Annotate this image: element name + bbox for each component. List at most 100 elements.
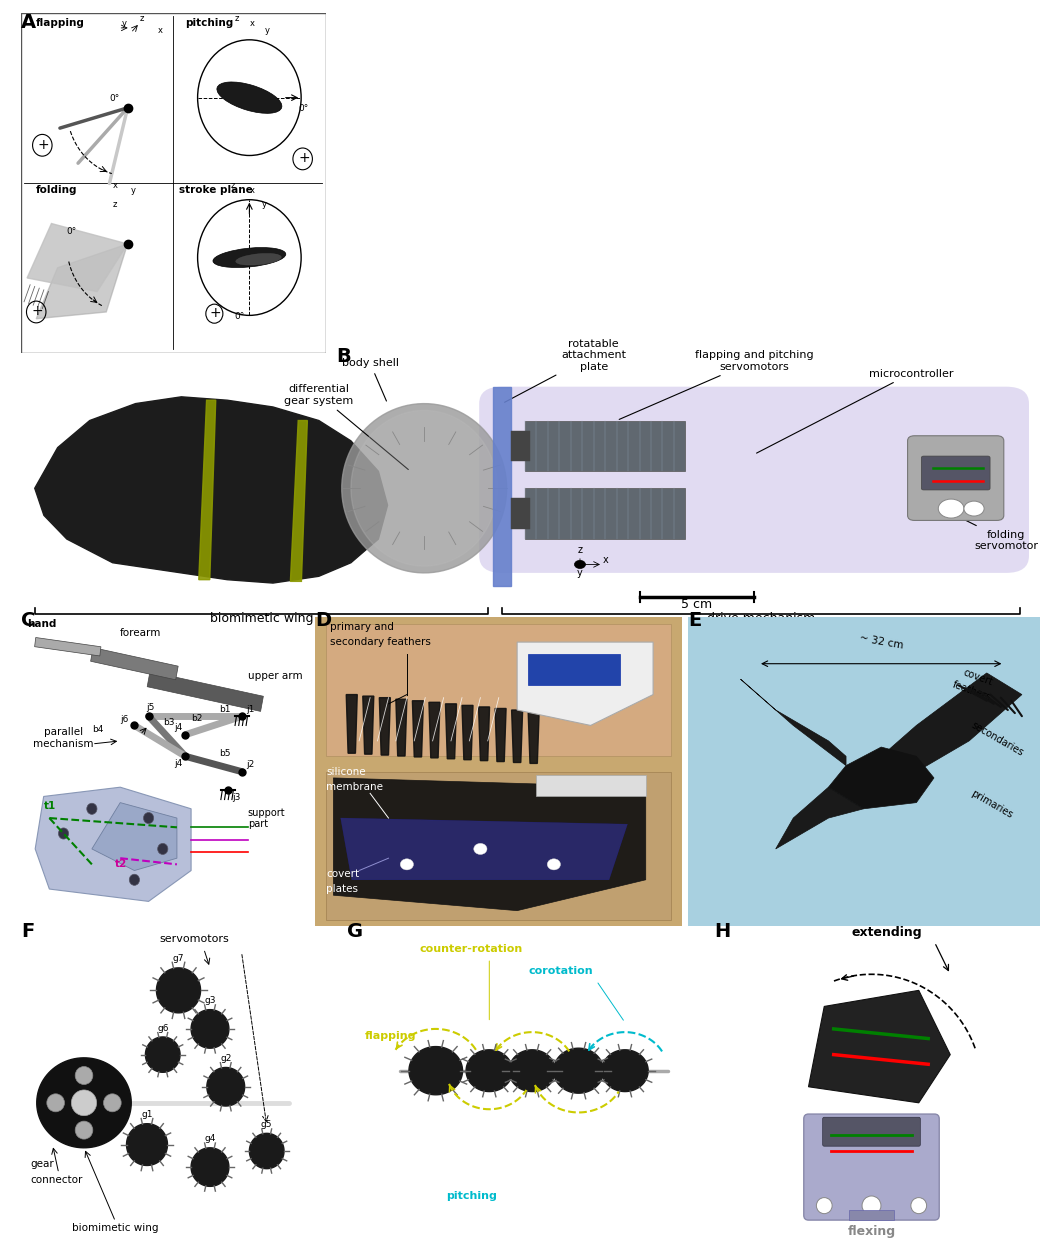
Text: forearm: forearm <box>121 627 162 638</box>
Polygon shape <box>528 712 540 764</box>
Text: connector: connector <box>30 1176 83 1186</box>
Circle shape <box>574 561 586 568</box>
Text: hand: hand <box>26 619 56 629</box>
Text: folding: folding <box>36 185 78 195</box>
Text: biomimetic wing: biomimetic wing <box>210 612 313 625</box>
Polygon shape <box>881 673 1022 771</box>
Polygon shape <box>341 403 507 573</box>
Circle shape <box>862 1196 881 1215</box>
FancyBboxPatch shape <box>921 456 990 490</box>
Text: D: D <box>315 611 331 630</box>
Text: flexing: flexing <box>847 1225 896 1237</box>
Text: rotatable
attachment
plate: rotatable attachment plate <box>505 339 626 402</box>
Text: extending: extending <box>852 926 923 939</box>
Polygon shape <box>35 397 387 583</box>
Text: b1: b1 <box>219 704 231 713</box>
Text: g5: g5 <box>261 1120 272 1129</box>
Circle shape <box>76 1121 92 1139</box>
Polygon shape <box>27 223 128 291</box>
Text: drive mechanism: drive mechanism <box>707 612 815 625</box>
Text: g6: g6 <box>158 1023 168 1032</box>
Text: t2: t2 <box>114 859 127 869</box>
Text: +: + <box>32 305 43 319</box>
Text: covert: covert <box>962 668 994 687</box>
Text: primaries: primaries <box>969 789 1014 820</box>
Text: secondaries: secondaries <box>969 721 1025 759</box>
Text: j5: j5 <box>146 703 154 712</box>
Polygon shape <box>191 1009 229 1048</box>
Text: plates: plates <box>326 885 358 895</box>
Circle shape <box>817 1197 832 1213</box>
Polygon shape <box>207 1067 245 1106</box>
Polygon shape <box>35 638 101 656</box>
Circle shape <box>104 1094 121 1111</box>
Text: secondary feathers: secondary feathers <box>330 638 430 648</box>
FancyBboxPatch shape <box>21 13 326 353</box>
Text: z: z <box>234 14 238 23</box>
Polygon shape <box>156 968 201 1013</box>
Text: y: y <box>265 26 270 35</box>
Polygon shape <box>492 387 511 586</box>
Text: y: y <box>261 199 267 208</box>
Text: b2: b2 <box>191 714 203 723</box>
Text: z: z <box>578 544 583 554</box>
Polygon shape <box>147 672 264 712</box>
Text: support
part: support part <box>248 808 286 829</box>
Polygon shape <box>351 411 498 566</box>
Text: microcontroller: microcontroller <box>757 368 953 454</box>
Polygon shape <box>396 699 407 756</box>
Text: t1: t1 <box>44 801 56 810</box>
Text: biomimetic wing: biomimetic wing <box>72 1223 159 1234</box>
Text: flapping: flapping <box>36 18 85 28</box>
FancyBboxPatch shape <box>823 1118 920 1147</box>
Polygon shape <box>198 401 215 580</box>
Text: stroke plane: stroke plane <box>180 185 253 195</box>
Circle shape <box>400 859 414 869</box>
Polygon shape <box>191 1148 229 1187</box>
Polygon shape <box>495 708 506 761</box>
Text: +: + <box>38 137 49 151</box>
Polygon shape <box>127 1124 168 1166</box>
Circle shape <box>129 874 140 886</box>
Polygon shape <box>517 643 653 726</box>
Text: j3: j3 <box>232 793 240 801</box>
Text: membrane: membrane <box>326 782 383 793</box>
Text: ~ 32 cm: ~ 32 cm <box>859 633 904 650</box>
Circle shape <box>911 1197 926 1213</box>
Text: y: y <box>578 568 583 578</box>
Circle shape <box>939 499 964 518</box>
FancyBboxPatch shape <box>511 499 529 529</box>
FancyBboxPatch shape <box>525 421 686 471</box>
Polygon shape <box>250 1133 284 1169</box>
Text: x: x <box>250 19 254 28</box>
Text: 0°: 0° <box>109 94 120 103</box>
Polygon shape <box>479 707 489 761</box>
Text: x: x <box>158 26 163 35</box>
FancyBboxPatch shape <box>326 624 672 756</box>
Ellipse shape <box>213 247 286 267</box>
Text: 0°: 0° <box>298 105 309 113</box>
Text: j1: j1 <box>247 704 255 713</box>
Polygon shape <box>602 1050 648 1091</box>
Polygon shape <box>428 702 440 757</box>
Text: gear: gear <box>30 1159 55 1169</box>
Text: j6: j6 <box>121 716 128 724</box>
Text: x: x <box>250 186 254 195</box>
Text: body shell: body shell <box>341 358 399 401</box>
FancyBboxPatch shape <box>688 617 1040 926</box>
Text: x: x <box>603 554 609 564</box>
Text: folding
servomotor: folding servomotor <box>959 517 1038 551</box>
Polygon shape <box>808 990 950 1102</box>
Text: g2: g2 <box>220 1055 231 1063</box>
Polygon shape <box>92 803 177 871</box>
Polygon shape <box>340 818 628 879</box>
Text: C: C <box>21 611 36 630</box>
Polygon shape <box>410 1047 462 1095</box>
Text: j4: j4 <box>174 723 183 732</box>
FancyBboxPatch shape <box>326 771 672 920</box>
Text: parallel
mechanism: parallel mechanism <box>34 727 93 748</box>
Text: b5: b5 <box>219 750 231 759</box>
Text: pitching: pitching <box>446 1191 497 1201</box>
Text: j4: j4 <box>174 759 183 767</box>
FancyBboxPatch shape <box>536 775 646 796</box>
